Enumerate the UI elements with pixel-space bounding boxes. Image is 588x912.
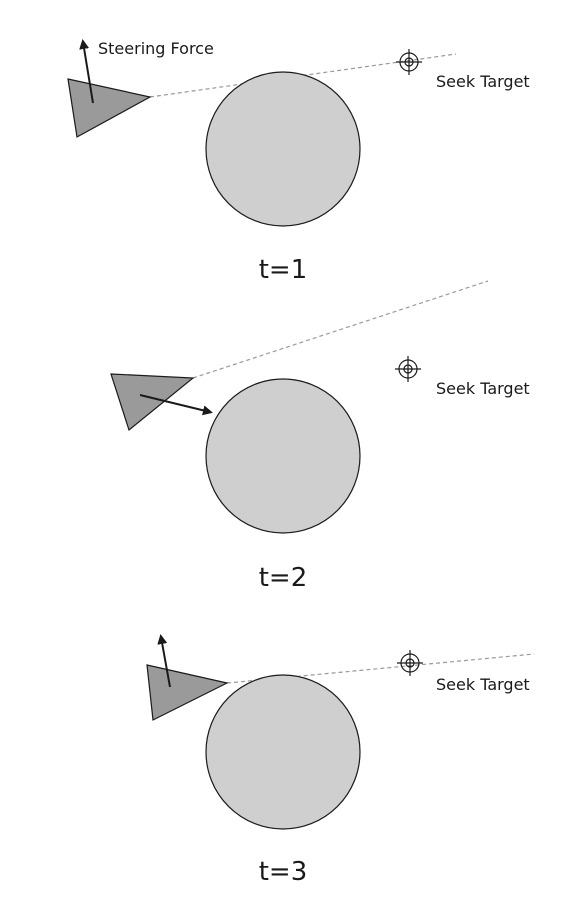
- panel-t2: Seek Target t=2: [110, 280, 530, 593]
- time-label: t=2: [259, 563, 308, 593]
- seek-path-line: [192, 280, 489, 379]
- seek-target-icon: [395, 356, 421, 382]
- vehicle-triangle: [67, 78, 152, 138]
- steering-force-arrow: [157, 634, 171, 688]
- time-label: t=3: [259, 857, 308, 887]
- time-label: t=1: [259, 255, 308, 285]
- vehicle-triangle: [110, 373, 195, 432]
- steering-force-label: Steering Force: [98, 39, 214, 58]
- seek-target-label: Seek Target: [436, 675, 530, 694]
- panel-t3: Seek Target t=3: [146, 634, 535, 887]
- obstacle-circle: [205, 674, 361, 830]
- seek-target-icon: [396, 49, 422, 75]
- obstacle-circle: [205, 378, 361, 534]
- panel-t1: Steering Force Seek Target t=1: [67, 39, 530, 285]
- seek-target-icon: [397, 650, 423, 676]
- steering-force-arrow: [139, 394, 213, 416]
- vehicle-triangle: [146, 664, 229, 721]
- seek-target-label: Seek Target: [436, 379, 530, 398]
- steering-force-arrow: [79, 39, 94, 104]
- seek-target-label: Seek Target: [436, 72, 530, 91]
- obstacle-circle: [205, 71, 361, 227]
